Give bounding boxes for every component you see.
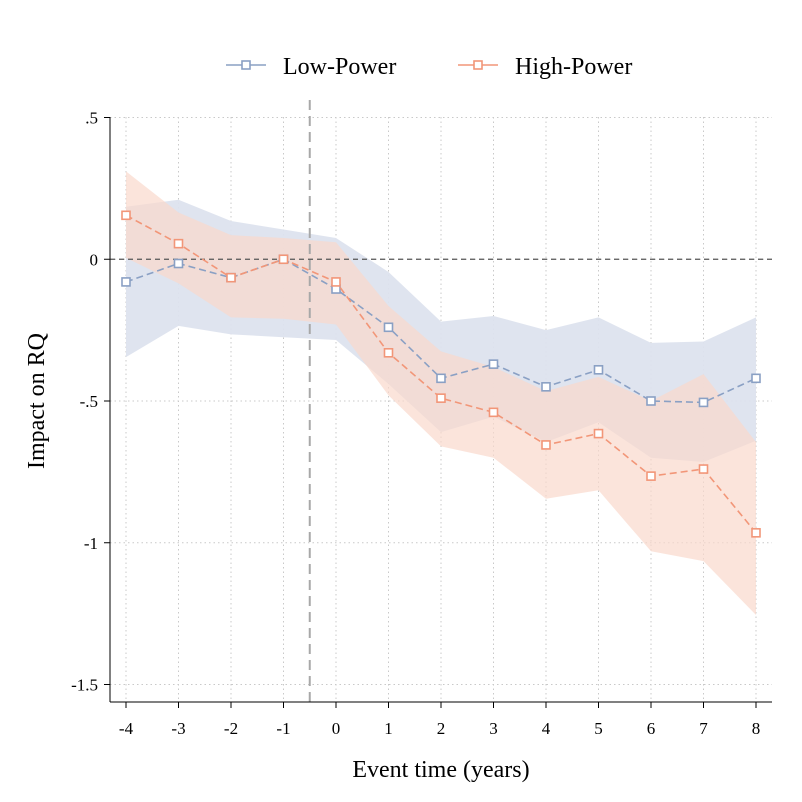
x-tick-label: -3	[171, 719, 185, 738]
confidence-bands	[126, 171, 756, 616]
x-tick-label: 3	[489, 719, 498, 738]
data-point-high-power	[593, 428, 604, 439]
legend-marker-low-power	[241, 60, 251, 70]
ci-band-high-power	[126, 171, 756, 616]
data-point-low-power	[698, 397, 709, 408]
data-point-low-power	[121, 277, 131, 287]
x-tick-label: 5	[594, 719, 603, 738]
series-lines	[121, 210, 761, 538]
data-point-low-power	[383, 322, 394, 333]
data-point-high-power	[488, 407, 499, 418]
x-axis-title: Event time (years)	[352, 757, 529, 783]
legend: Low-Power High-Power	[226, 54, 632, 80]
data-point-low-power	[751, 373, 761, 384]
y-tick-label: .5	[85, 109, 98, 128]
legend-label-high-power: High-Power	[515, 54, 632, 80]
x-tick-label: 7	[699, 719, 708, 738]
data-point-low-power	[646, 396, 656, 406]
data-point-high-power	[541, 440, 551, 450]
data-point-low-power	[488, 359, 499, 369]
x-tick-label: 8	[752, 719, 761, 738]
legend-marker-high-power	[473, 60, 483, 70]
data-point-high-power	[751, 528, 761, 538]
data-point-high-power	[226, 272, 236, 283]
x-tick-label: -2	[224, 719, 238, 738]
data-point-low-power	[436, 373, 446, 384]
x-tick-label: 1	[384, 719, 393, 738]
legend-label-low-power: Low-Power	[283, 54, 396, 80]
axes: .5 0 -.5 -1 -1.5 -4 -3 -2 -1 0 1 2 3 4 5 6 7 8	[71, 109, 772, 738]
y-tick-label: -.5	[80, 392, 98, 411]
data-point-high-power	[173, 238, 184, 249]
data-point-high-power	[278, 254, 289, 265]
y-tick-label: -1	[84, 534, 98, 553]
data-point-low-power	[593, 365, 604, 375]
y-tick-label: 0	[90, 250, 99, 269]
data-point-high-power	[698, 464, 709, 474]
x-tick-label: 6	[647, 719, 656, 738]
y-tick-label: -1.5	[71, 676, 98, 695]
x-tick-label: 0	[332, 719, 341, 738]
data-point-high-power	[646, 471, 656, 481]
data-point-high-power	[121, 210, 131, 221]
reference-lines	[110, 100, 772, 702]
x-tick-label: 4	[542, 719, 551, 738]
data-point-high-power	[331, 277, 341, 287]
data-point-high-power	[436, 393, 446, 403]
data-point-low-power	[541, 382, 551, 392]
data-point-high-power	[383, 348, 394, 358]
x-tick-label: 2	[437, 719, 446, 738]
x-tick-label: -1	[276, 719, 290, 738]
x-tick-label: -4	[119, 719, 134, 738]
data-point-low-power	[173, 258, 184, 269]
y-axis-title: Impact on RQ	[24, 333, 50, 469]
